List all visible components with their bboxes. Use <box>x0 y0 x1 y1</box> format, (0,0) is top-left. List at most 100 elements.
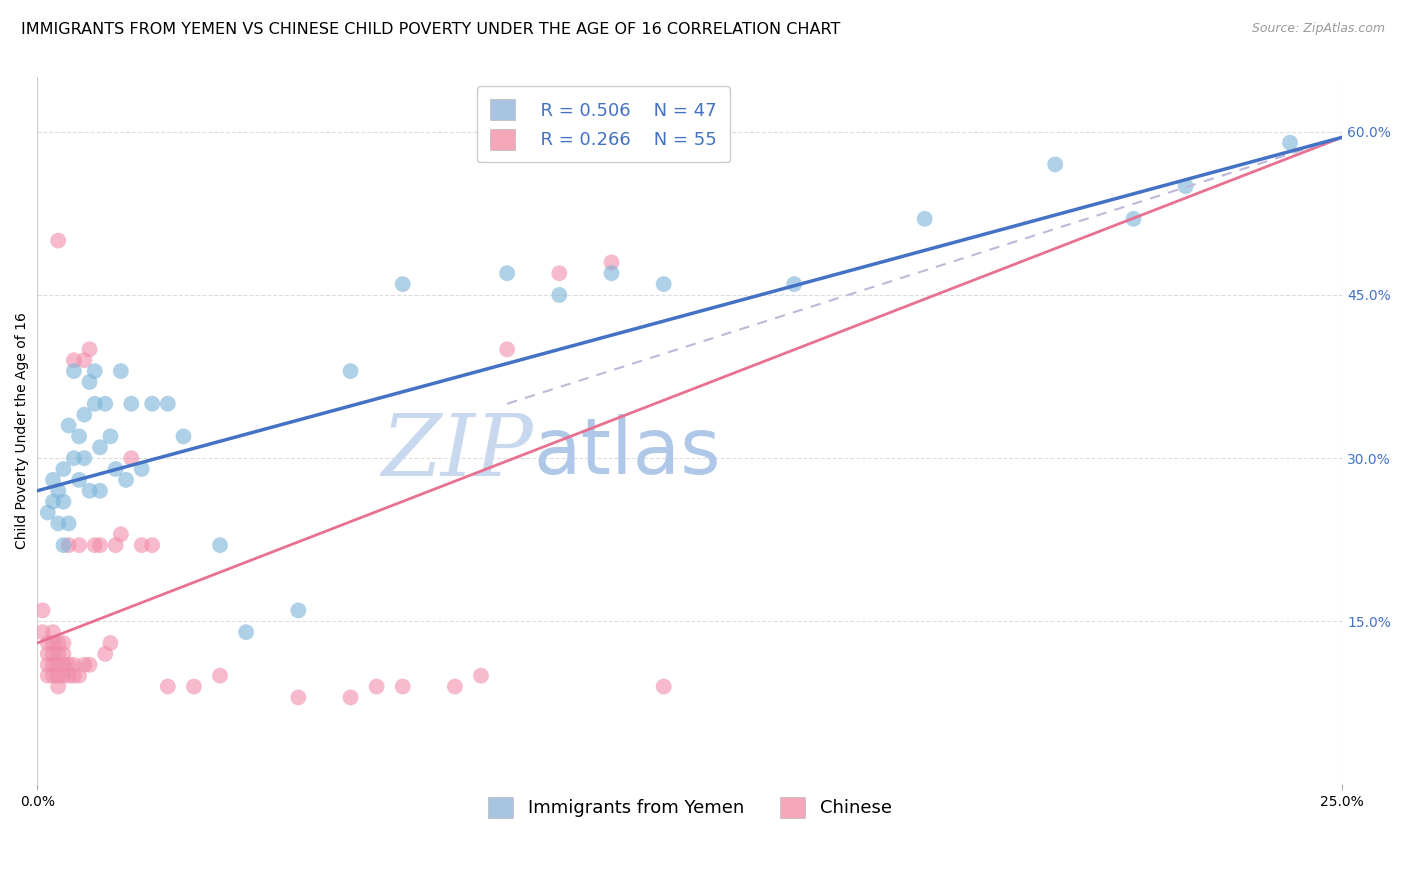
Point <box>79 375 101 389</box>
Point <box>37 636 59 650</box>
Point <box>63 451 86 466</box>
Point <box>141 538 163 552</box>
Point <box>110 364 132 378</box>
Point <box>63 364 86 378</box>
Point <box>73 408 96 422</box>
Point <box>287 603 309 617</box>
Point <box>89 538 111 552</box>
Point <box>46 668 69 682</box>
Text: ZIP: ZIP <box>381 411 533 493</box>
Point <box>46 483 69 498</box>
Point <box>444 680 467 694</box>
Point <box>470 668 492 682</box>
Legend: Immigrants from Yemen, Chinese: Immigrants from Yemen, Chinese <box>481 789 898 825</box>
Point <box>1043 157 1066 171</box>
Y-axis label: Child Poverty Under the Age of 16: Child Poverty Under the Age of 16 <box>15 312 30 549</box>
Point <box>46 657 69 672</box>
Point <box>208 668 231 682</box>
Point <box>58 418 80 433</box>
Point <box>58 538 80 552</box>
Point <box>120 451 142 466</box>
Point <box>173 429 195 443</box>
Point <box>67 668 90 682</box>
Point <box>42 668 65 682</box>
Point <box>235 625 257 640</box>
Point <box>600 255 623 269</box>
Point <box>42 647 65 661</box>
Point <box>73 353 96 368</box>
Point <box>63 668 86 682</box>
Point <box>42 473 65 487</box>
Point <box>156 397 179 411</box>
Point <box>46 516 69 531</box>
Point <box>120 397 142 411</box>
Point <box>67 429 90 443</box>
Point <box>100 636 122 650</box>
Point <box>548 266 571 280</box>
Point <box>600 266 623 280</box>
Point <box>31 625 53 640</box>
Point <box>94 397 117 411</box>
Point <box>366 680 388 694</box>
Point <box>208 538 231 552</box>
Point <box>83 364 105 378</box>
Point <box>183 680 205 694</box>
Point <box>79 657 101 672</box>
Point <box>63 353 86 368</box>
Point <box>37 506 59 520</box>
Point <box>339 690 361 705</box>
Point <box>37 647 59 661</box>
Point <box>46 636 69 650</box>
Point <box>58 668 80 682</box>
Point <box>52 538 75 552</box>
Text: IMMIGRANTS FROM YEMEN VS CHINESE CHILD POVERTY UNDER THE AGE OF 16 CORRELATION C: IMMIGRANTS FROM YEMEN VS CHINESE CHILD P… <box>21 22 841 37</box>
Point <box>42 636 65 650</box>
Point <box>52 647 75 661</box>
Point <box>73 451 96 466</box>
Point <box>89 483 111 498</box>
Point <box>548 288 571 302</box>
Point <box>79 343 101 357</box>
Text: Source: ZipAtlas.com: Source: ZipAtlas.com <box>1251 22 1385 36</box>
Point <box>652 277 675 291</box>
Point <box>1279 136 1302 150</box>
Point <box>287 690 309 705</box>
Point <box>79 483 101 498</box>
Point <box>31 603 53 617</box>
Point <box>42 494 65 508</box>
Point <box>37 668 59 682</box>
Point <box>1174 179 1197 194</box>
Point <box>104 538 127 552</box>
Point <box>63 657 86 672</box>
Point <box>89 440 111 454</box>
Point <box>46 680 69 694</box>
Point <box>52 668 75 682</box>
Point <box>141 397 163 411</box>
Point <box>110 527 132 541</box>
Point <box>83 538 105 552</box>
Point <box>94 647 117 661</box>
Point <box>100 429 122 443</box>
Point <box>67 473 90 487</box>
Point <box>391 680 413 694</box>
Point <box>42 625 65 640</box>
Point <box>83 397 105 411</box>
Point <box>496 343 519 357</box>
Point <box>115 473 138 487</box>
Point <box>46 234 69 248</box>
Point <box>67 538 90 552</box>
Point <box>104 462 127 476</box>
Point <box>131 538 153 552</box>
Point <box>73 657 96 672</box>
Point <box>52 657 75 672</box>
Point <box>42 657 65 672</box>
Point <box>156 680 179 694</box>
Point <box>52 636 75 650</box>
Point <box>46 647 69 661</box>
Point <box>496 266 519 280</box>
Point <box>914 211 936 226</box>
Point <box>783 277 806 291</box>
Point <box>391 277 413 291</box>
Text: atlas: atlas <box>533 414 721 490</box>
Point <box>131 462 153 476</box>
